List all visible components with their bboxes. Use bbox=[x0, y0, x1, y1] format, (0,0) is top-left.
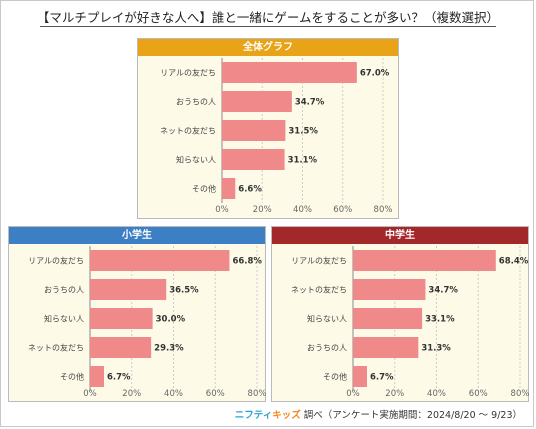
category-label: リアルの友だち bbox=[160, 68, 216, 78]
x-tick-label: 80% bbox=[248, 389, 267, 399]
category-label: リアルの友だち bbox=[291, 256, 347, 266]
category-label: その他 bbox=[192, 184, 216, 194]
bar-value-label: 36.5% bbox=[169, 286, 199, 296]
bar bbox=[90, 279, 167, 300]
bar bbox=[222, 120, 286, 141]
x-tick-label: 20% bbox=[122, 389, 141, 399]
title-divider bbox=[40, 26, 496, 27]
category-label: リアルの友だち bbox=[28, 256, 84, 266]
category-label: おうちの人 bbox=[307, 344, 347, 353]
x-tick-label: 60% bbox=[206, 389, 225, 399]
category-label: ネットの友だち bbox=[28, 343, 84, 353]
x-tick-label: 20% bbox=[253, 205, 272, 215]
bar bbox=[90, 250, 230, 271]
brand-name-part-2: キッズ bbox=[272, 410, 301, 421]
category-label: ネットの友だち bbox=[291, 285, 347, 295]
category-label: 知らない人 bbox=[176, 155, 216, 165]
brand-name-part-1: ニフティ bbox=[234, 410, 273, 421]
bar-value-label: 6.7% bbox=[370, 373, 394, 383]
x-tick-label: 40% bbox=[427, 389, 446, 399]
category-label: おうちの人 bbox=[176, 98, 216, 107]
bar bbox=[353, 366, 367, 387]
category-label: その他 bbox=[323, 372, 347, 382]
category-label: その他 bbox=[60, 372, 84, 382]
bar-value-label: 66.8% bbox=[232, 257, 262, 267]
bar-value-label: 31.1% bbox=[288, 156, 318, 166]
x-tick-label: 80% bbox=[511, 389, 530, 399]
bar bbox=[90, 366, 104, 387]
chart-junior-high: 0% 20% 40% 60% 80% リアルの友だち 68.4% ネットの友だち 34.7% 知ら… bbox=[291, 246, 530, 399]
category-label: ネットの友だち bbox=[160, 126, 216, 136]
bar-value-label: 31.5% bbox=[288, 127, 318, 137]
x-tick-label: 0% bbox=[83, 389, 97, 399]
bar-value-label: 68.4% bbox=[499, 257, 529, 267]
category-label: 知らない人 bbox=[44, 314, 84, 324]
panel-elementary-header: 小学生 bbox=[9, 227, 265, 244]
bar bbox=[90, 337, 152, 358]
category-label: おうちの人 bbox=[44, 286, 84, 295]
footer-credit: ニフティキッズ 調べ（アンケート実施期間：2024/8/20 ～ 9/23） bbox=[235, 407, 522, 421]
panel-junior-high: 中学生 0% 20% 40% 60% 80% リアルの友だち 68.4% ネットの友だち 34.… bbox=[271, 226, 529, 402]
x-tick-label: 40% bbox=[164, 389, 183, 399]
x-tick-label: 20% bbox=[385, 389, 404, 399]
bar-value-label: 6.6% bbox=[238, 185, 262, 195]
x-tick-label: 0% bbox=[346, 389, 360, 399]
bar bbox=[222, 149, 285, 170]
bar-value-label: 34.7% bbox=[295, 98, 325, 108]
bar-value-label: 29.3% bbox=[154, 344, 184, 354]
x-tick-label: 0% bbox=[215, 205, 229, 215]
bar-value-label: 30.0% bbox=[156, 315, 186, 325]
bar bbox=[353, 337, 419, 358]
bar-value-label: 33.1% bbox=[425, 315, 455, 325]
bar bbox=[353, 250, 496, 271]
page-title: 【マルチプレイが好きな人へ】誰と一緒にゲームをすることが多い？（複数選択） bbox=[36, 10, 500, 25]
survey-period: 調べ（アンケート実施期間：2024/8/20 ～ 9/23） bbox=[303, 410, 522, 421]
bar bbox=[353, 279, 426, 300]
bar-value-label: 34.7% bbox=[428, 286, 458, 296]
panel-elementary: 小学生 0% 20% 40% 60% 80% リアルの友だち 66.8% おうちの人 36.5%… bbox=[8, 226, 266, 402]
bar-value-label: 67.0% bbox=[360, 69, 390, 79]
bar-value-label: 31.3% bbox=[421, 344, 451, 354]
bar bbox=[90, 308, 153, 329]
chart-overall: 0% 20% 40% 60% 80% リアルの友だち 67.0% おうちの人 34.7% ネットの… bbox=[160, 58, 393, 215]
panel-overall-header: 全体グラフ bbox=[138, 39, 398, 56]
x-tick-label: 60% bbox=[469, 389, 488, 399]
panel-junior-high-header: 中学生 bbox=[272, 227, 528, 244]
bar bbox=[222, 178, 236, 199]
category-label: 知らない人 bbox=[307, 314, 347, 324]
panel-overall: 全体グラフ 0% 20% 40% 60% 80% リアルの友だち 67.0% おうちの人 34.… bbox=[137, 38, 399, 219]
bar bbox=[222, 91, 292, 112]
x-tick-label: 80% bbox=[374, 205, 393, 215]
bar-value-label: 6.7% bbox=[107, 373, 131, 383]
x-tick-label: 40% bbox=[293, 205, 312, 215]
chart-elementary: 0% 20% 40% 60% 80% リアルの友だち 66.8% おうちの人 36.5% 知らない… bbox=[28, 246, 267, 399]
bar bbox=[222, 62, 357, 83]
x-tick-label: 60% bbox=[333, 205, 352, 215]
bar bbox=[353, 308, 423, 329]
